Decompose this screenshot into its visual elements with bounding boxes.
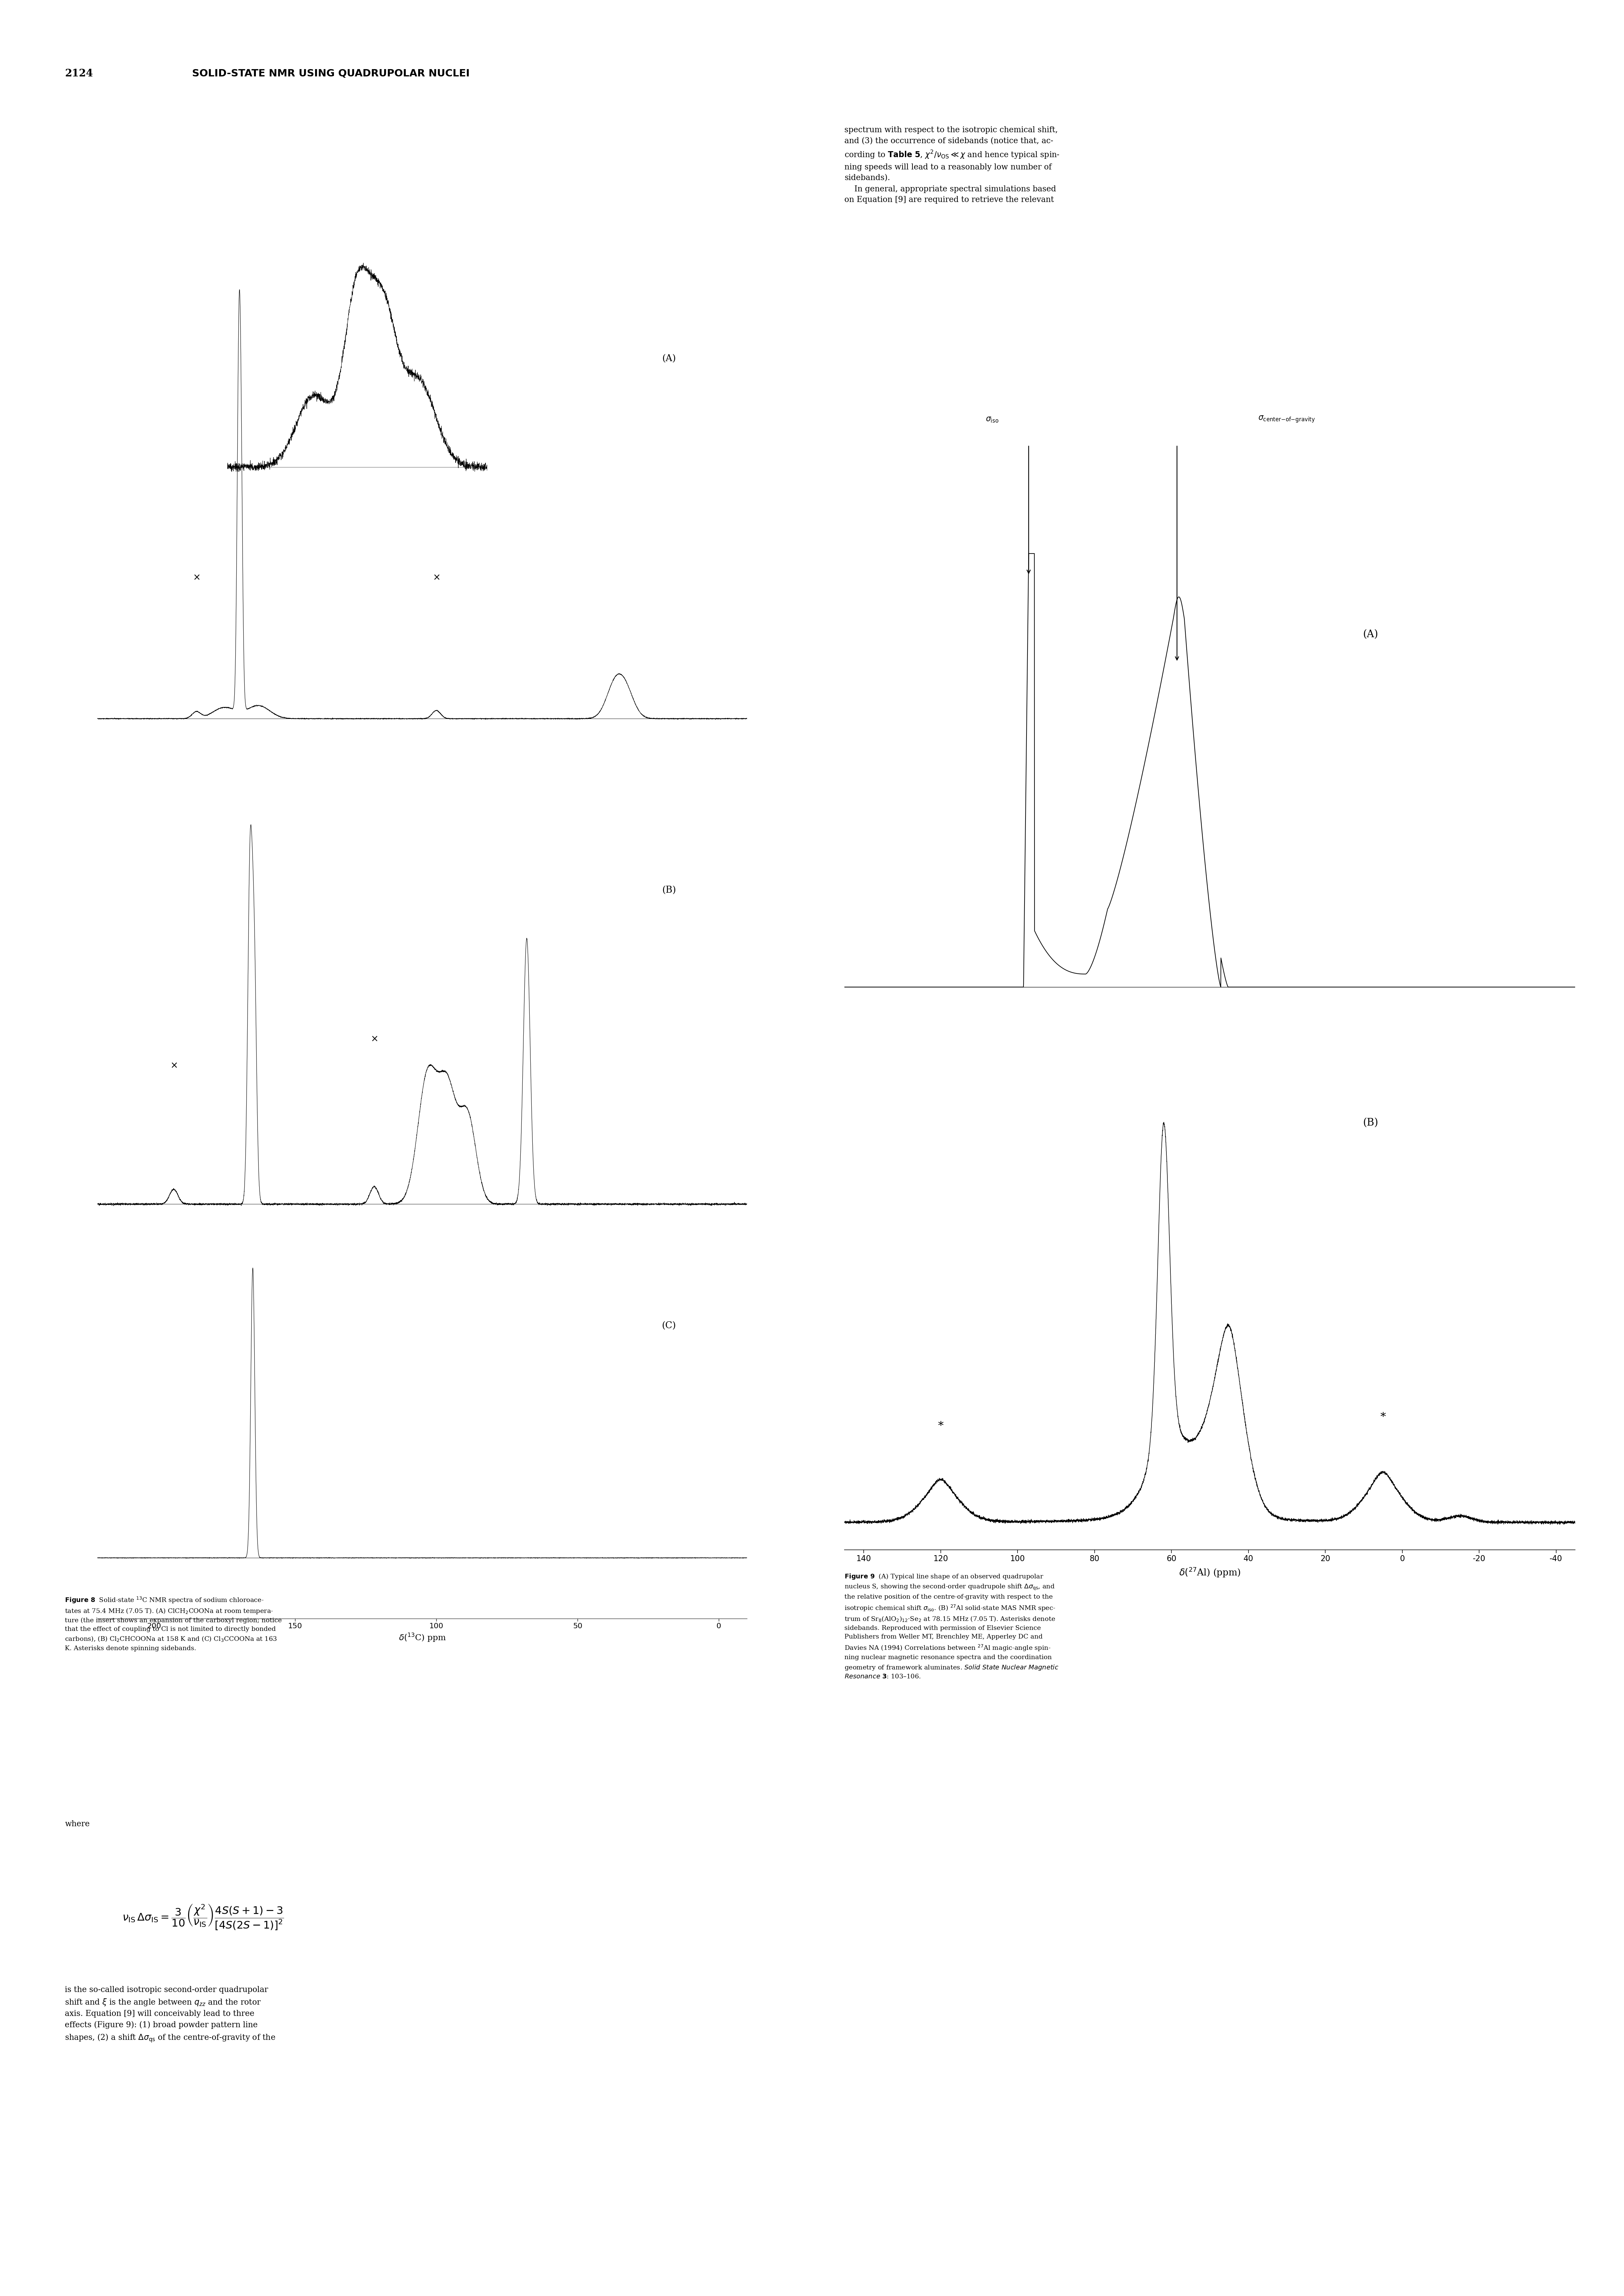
Text: $\times$: $\times$ [370, 1033, 378, 1042]
Text: SOLID-STATE NMR USING QUADRUPOLAR NUCLEI: SOLID-STATE NMR USING QUADRUPOLAR NUCLEI [192, 69, 469, 78]
Text: (A): (A) [663, 354, 676, 363]
Text: $\nu_\mathrm{IS}\,\Delta\sigma_\mathrm{IS} = \dfrac{3}{10}\left(\dfrac{\chi^2}{\: $\nu_\mathrm{IS}\,\Delta\sigma_\mathrm{I… [122, 1903, 284, 1931]
Text: is the so-called isotropic second-order quadrupolar
shift and $\xi$ is the angle: is the so-called isotropic second-order … [65, 1986, 276, 2043]
Text: *: * [937, 1421, 944, 1430]
Text: $\times$: $\times$ [193, 572, 200, 583]
Text: $\sigma_\mathrm{center\mathrm{-}of\mathrm{-}gravity}$: $\sigma_\mathrm{center\mathrm{-}of\mathr… [1259, 416, 1315, 422]
Text: (A): (A) [1363, 629, 1379, 641]
Text: $\mathbf{Figure\ 8}$  Solid-state $^{13}$C NMR spectra of sodium chloroace-
tate: $\mathbf{Figure\ 8}$ Solid-state $^{13}$… [65, 1596, 283, 1651]
Text: $\times$: $\times$ [171, 1061, 177, 1070]
Text: 2124: 2124 [65, 69, 93, 78]
Text: *: * [1380, 1412, 1385, 1424]
Text: (B): (B) [1363, 1118, 1379, 1127]
Text: $\sigma_\mathrm{iso}$: $\sigma_\mathrm{iso}$ [986, 416, 999, 422]
Text: (B): (B) [663, 886, 676, 895]
Text: where: where [65, 1821, 89, 1828]
X-axis label: $\delta(^{13}$C) ppm: $\delta(^{13}$C) ppm [398, 1632, 447, 1644]
Text: (C): (C) [663, 1320, 676, 1329]
Text: spectrum with respect to the isotropic chemical shift,
and (3) the occurrence of: spectrum with respect to the isotropic c… [844, 126, 1060, 204]
X-axis label: $\delta(^{27}$Al) (ppm): $\delta(^{27}$Al) (ppm) [1179, 1566, 1241, 1577]
Text: $\times$: $\times$ [434, 572, 440, 583]
Text: $\mathbf{Figure\ 9}$  (A) Typical line shape of an observed quadrupolar
nucleus : $\mathbf{Figure\ 9}$ (A) Typical line sh… [844, 1573, 1059, 1681]
